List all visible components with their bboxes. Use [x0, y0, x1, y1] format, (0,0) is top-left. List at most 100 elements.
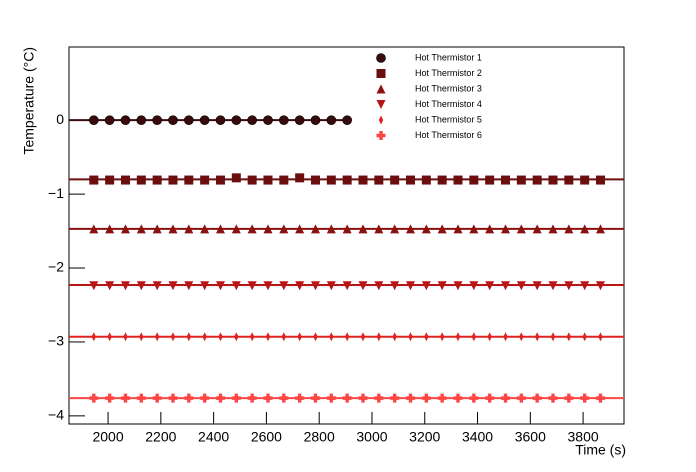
- x-tick-label: 2800: [304, 429, 335, 445]
- marker: [231, 281, 241, 291]
- marker: [136, 281, 146, 291]
- marker: [469, 281, 479, 291]
- marker: [281, 332, 287, 342]
- marker: [326, 393, 336, 403]
- marker: [550, 332, 556, 342]
- marker: [168, 175, 178, 185]
- marker: [596, 281, 606, 291]
- marker: [279, 115, 289, 125]
- marker: [168, 393, 178, 403]
- marker: [453, 393, 463, 403]
- marker: [105, 281, 115, 291]
- marker: [139, 332, 144, 342]
- y-tick-label: −3: [48, 333, 64, 349]
- marker: [358, 393, 368, 403]
- marker: [421, 281, 431, 291]
- marker: [326, 224, 336, 234]
- x-tick-label: 3600: [515, 429, 546, 445]
- marker: [408, 332, 413, 342]
- marker: [231, 393, 241, 403]
- marker: [231, 115, 242, 125]
- marker: [532, 175, 542, 185]
- legend-label: Hot Thermistor 1: [415, 52, 482, 62]
- marker: [184, 224, 194, 234]
- marker: [596, 393, 606, 403]
- marker: [548, 224, 558, 234]
- marker: [519, 332, 524, 342]
- marker: [279, 175, 289, 185]
- marker: [136, 115, 147, 125]
- marker: [516, 224, 526, 234]
- marker: [107, 332, 112, 342]
- marker: [263, 115, 273, 125]
- marker: [374, 393, 384, 403]
- marker: [215, 175, 225, 185]
- marker: [89, 393, 99, 403]
- marker: [184, 281, 194, 291]
- marker: [596, 224, 606, 234]
- marker: [234, 332, 239, 342]
- marker: [374, 175, 384, 185]
- marker: [310, 281, 320, 291]
- legend-label: Hot Thermistor 5: [415, 114, 482, 124]
- marker: [89, 224, 99, 234]
- marker: [534, 332, 540, 342]
- marker: [405, 393, 415, 403]
- marker: [218, 332, 223, 342]
- marker: [279, 224, 289, 234]
- y-tick-label: −4: [48, 407, 64, 423]
- marker: [152, 115, 162, 125]
- legend-marker: [378, 115, 384, 125]
- marker: [469, 175, 479, 185]
- marker: [596, 175, 606, 185]
- marker: [265, 332, 271, 342]
- legend-marker: [376, 100, 386, 109]
- marker: [548, 175, 558, 185]
- marker: [105, 393, 115, 403]
- marker: [469, 224, 479, 234]
- marker: [168, 281, 178, 291]
- marker: [326, 281, 336, 291]
- marker: [297, 332, 302, 342]
- marker: [485, 224, 495, 234]
- marker: [120, 281, 130, 291]
- marker: [184, 115, 194, 125]
- y-axis-label: Temperature (°C): [21, 47, 37, 155]
- y-tick-label: −2: [48, 259, 64, 275]
- marker: [215, 393, 225, 403]
- marker: [313, 332, 318, 342]
- x-tick-label: 2000: [92, 429, 123, 445]
- marker: [202, 332, 207, 342]
- marker: [89, 115, 99, 125]
- marker: [329, 332, 334, 342]
- marker: [390, 175, 400, 185]
- marker: [295, 173, 305, 183]
- marker: [342, 224, 352, 234]
- marker: [598, 332, 603, 342]
- marker: [390, 393, 400, 403]
- marker: [279, 393, 289, 403]
- marker: [200, 175, 210, 185]
- marker: [566, 332, 572, 342]
- marker: [501, 281, 511, 291]
- marker: [123, 332, 128, 342]
- marker: [453, 175, 463, 185]
- marker: [89, 281, 99, 291]
- marker: [358, 224, 368, 234]
- marker: [247, 175, 257, 185]
- marker: [249, 332, 255, 342]
- x-axis-label: Time (s): [575, 442, 626, 458]
- marker: [471, 332, 477, 342]
- marker: [152, 224, 162, 234]
- legend-label: Hot Thermistor 2: [415, 68, 482, 78]
- marker: [294, 115, 305, 125]
- marker: [485, 393, 495, 403]
- x-tick-label: 2400: [198, 429, 229, 445]
- marker: [120, 175, 130, 185]
- marker: [263, 281, 273, 291]
- marker: [405, 175, 415, 185]
- marker: [564, 281, 574, 291]
- marker: [168, 224, 178, 234]
- marker: [215, 281, 225, 291]
